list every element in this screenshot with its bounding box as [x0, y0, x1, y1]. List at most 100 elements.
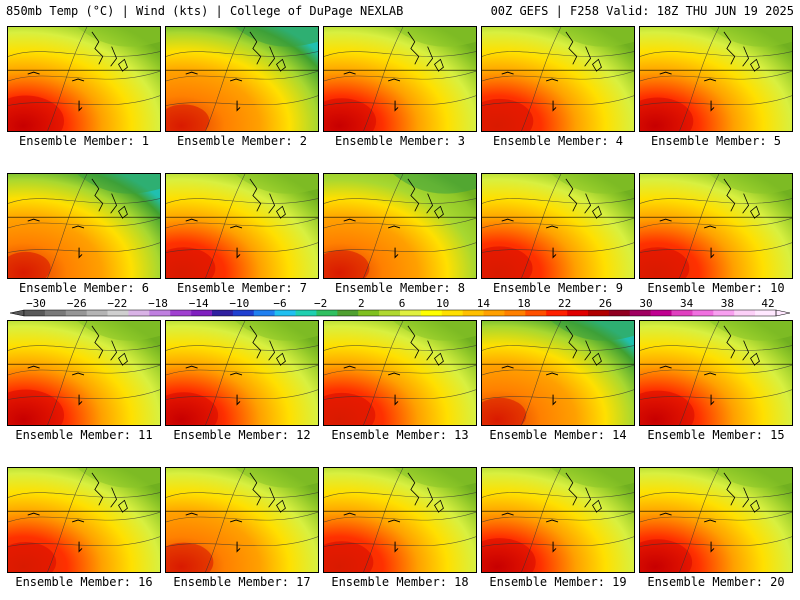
ensemble-member-label: Ensemble Member: 4	[492, 134, 624, 148]
colorbar-swatch	[337, 310, 359, 316]
colorbar-tick-label: 30	[639, 297, 652, 310]
ensemble-map-12	[165, 320, 319, 426]
colorbar-swatch	[546, 310, 568, 316]
ensemble-member-label: Ensemble Member: 10	[647, 281, 785, 295]
colorbar-swatch	[671, 310, 693, 316]
colorbar-swatch	[400, 310, 422, 316]
ensemble-member-label: Ensemble Member: 6	[18, 281, 150, 295]
colorbar-swatch	[525, 310, 547, 316]
colorbar-tick-label: 26	[599, 297, 612, 310]
ensemble-member-label: Ensemble Member: 11	[15, 428, 153, 442]
model-valid-time: 00Z GEFS | F258 Valid: 18Z THU JUN 19 20…	[490, 4, 794, 18]
colorbar-swatch	[212, 310, 234, 316]
colorbar-right-arrow	[775, 309, 791, 317]
ensemble-map-20	[639, 467, 793, 573]
colorbar-tick-label: −22	[107, 297, 127, 310]
colorbar-swatch	[462, 310, 484, 316]
ensemble-member-label: Ensemble Member: 7	[176, 281, 308, 295]
colorbar-swatch	[650, 310, 672, 316]
colorbar-swatch	[86, 310, 108, 316]
colorbar-swatch	[692, 310, 714, 316]
colorbar-swatch	[358, 310, 380, 316]
colorbar-tick-label: −10	[229, 297, 249, 310]
colorbar-tick-label: 42	[761, 297, 774, 310]
colorbar-swatch	[191, 310, 213, 316]
colorbar-left-arrow	[9, 309, 25, 317]
colorbar-swatch	[316, 310, 338, 316]
colorbar-swatch	[504, 310, 526, 316]
colorbar-swatch	[44, 310, 67, 316]
ensemble-member-label: Ensemble Member: 12	[173, 428, 311, 442]
ensemble-map-1	[7, 26, 161, 132]
colorbar-swatch	[149, 310, 171, 316]
colorbar-tick-label: 2	[358, 297, 365, 310]
ensemble-map-15	[639, 320, 793, 426]
ensemble-map-3	[323, 26, 477, 132]
colorbar-tick-label: 6	[399, 297, 406, 310]
ensemble-map-17	[165, 467, 319, 573]
colorbar-tick-label: −30	[26, 297, 46, 310]
ensemble-member-label: Ensemble Member: 19	[489, 575, 627, 589]
colorbar-swatch	[253, 310, 275, 316]
colorbar-tick-label: −14	[189, 297, 209, 310]
colorbar-swatch	[128, 310, 150, 316]
ensemble-member-label: Ensemble Member: 2	[176, 134, 308, 148]
temperature-colorbar: −30 −26 −22 −18 −14 −10 −6 −2 2 6 10 14 18 22 26 30 34 38…	[4, 296, 796, 318]
colorbar-swatch	[65, 310, 87, 316]
ensemble-member-label: Ensemble Member: 13	[331, 428, 469, 442]
colorbar-tick-label: 14	[477, 297, 491, 310]
ensemble-member-label: Ensemble Member: 15	[647, 428, 785, 442]
ensemble-member-label: Ensemble Member: 17	[173, 575, 311, 589]
ensemble-map-13	[323, 320, 477, 426]
ensemble-map-18	[323, 467, 477, 573]
colorbar-tick-label: 18	[517, 297, 530, 310]
colorbar-swatch	[441, 310, 463, 316]
map-title: 850mb Temp (°C) | Wind (kts) | College o…	[6, 4, 404, 18]
colorbar-tick-label: 38	[721, 297, 734, 310]
ensemble-map-14	[481, 320, 635, 426]
colorbar-swatch	[567, 310, 589, 316]
ensemble-map-7	[165, 173, 319, 279]
colorbar-swatch	[713, 310, 735, 316]
ensemble-member-label: Ensemble Member: 20	[647, 575, 785, 589]
colorbar-swatch	[483, 310, 505, 316]
ensemble-map-6	[7, 173, 161, 279]
ensemble-map-11	[7, 320, 161, 426]
ensemble-member-label: Ensemble Member: 18	[331, 575, 469, 589]
colorbar-tick-label: −6	[273, 297, 286, 310]
colorbar-swatch	[755, 310, 777, 316]
ensemble-map-19	[481, 467, 635, 573]
colorbar-tick-label: 22	[558, 297, 571, 310]
ensemble-member-label: Ensemble Member: 14	[489, 428, 627, 442]
ensemble-member-label: Ensemble Member: 3	[334, 134, 466, 148]
ensemble-map-9	[481, 173, 635, 279]
ensemble-map-5	[639, 26, 793, 132]
colorbar-swatch	[107, 310, 129, 316]
colorbar-swatch	[232, 310, 255, 316]
ensemble-member-label: Ensemble Member: 1	[18, 134, 150, 148]
ensemble-map-2	[165, 26, 319, 132]
colorbar-tick-label: −2	[314, 297, 327, 310]
ensemble-map-4	[481, 26, 635, 132]
colorbar-tick-label: −26	[67, 297, 87, 310]
colorbar-tick-label: −18	[148, 297, 168, 310]
ensemble-map-10	[639, 173, 793, 279]
ensemble-member-label: Ensemble Member: 8	[334, 281, 466, 295]
colorbar-swatch	[274, 310, 296, 316]
colorbar-swatch	[629, 310, 651, 316]
ensemble-map-8	[323, 173, 477, 279]
colorbar-swatch	[734, 310, 756, 316]
colorbar-swatch	[379, 310, 401, 316]
colorbar-swatch	[420, 310, 443, 316]
colorbar-swatch	[588, 310, 610, 316]
ensemble-member-label: Ensemble Member: 5	[650, 134, 782, 148]
colorbar-tick-label: 10	[436, 297, 449, 310]
colorbar-swatch	[295, 310, 317, 316]
colorbar-swatch	[608, 310, 631, 316]
ensemble-member-label: Ensemble Member: 16	[15, 575, 153, 589]
colorbar-swatch	[24, 310, 46, 316]
colorbar-tick-label: 34	[680, 297, 694, 310]
colorbar-swatch	[170, 310, 192, 316]
ensemble-member-label: Ensemble Member: 9	[492, 281, 624, 295]
ensemble-map-16	[7, 467, 161, 573]
